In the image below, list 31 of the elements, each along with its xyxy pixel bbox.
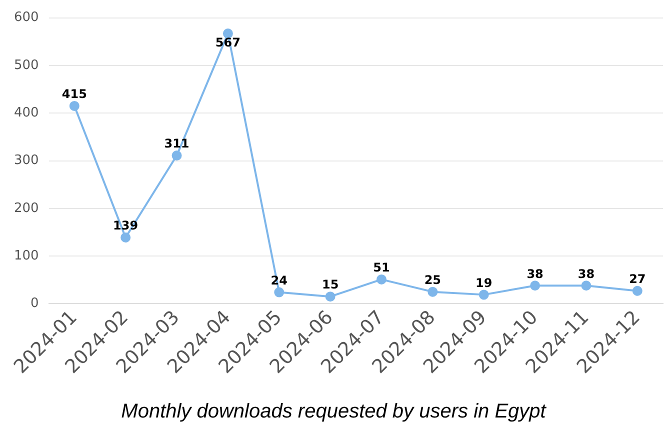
data-label: 51 xyxy=(373,260,390,275)
point xyxy=(376,274,386,284)
point xyxy=(69,100,80,111)
data-label: 24 xyxy=(270,273,288,288)
point xyxy=(325,292,336,302)
text: Monthly downloads requested by users in Egypt xyxy=(121,400,548,423)
data-label: 139 xyxy=(113,218,138,233)
data-label: 15 xyxy=(322,278,339,292)
y-tick-label: 0 xyxy=(30,296,39,312)
point xyxy=(530,280,540,291)
y-tick-label: 300 xyxy=(14,153,39,168)
y-tick-label: 600 xyxy=(14,10,39,26)
point xyxy=(581,280,592,291)
point xyxy=(120,232,131,242)
y-tick-label: 200 xyxy=(14,200,39,216)
data-label: 27 xyxy=(629,272,646,286)
data-label: 25 xyxy=(424,272,442,287)
point xyxy=(632,286,642,296)
point xyxy=(478,290,489,300)
data-label: 38 xyxy=(526,266,544,281)
data-label: 38 xyxy=(578,266,595,281)
point xyxy=(428,286,438,297)
point xyxy=(274,287,284,298)
y-tick-label: 400 xyxy=(14,105,39,120)
data-label: 19 xyxy=(476,276,492,290)
data-label: 567 xyxy=(215,36,240,50)
y-tick-label: 100 xyxy=(14,248,39,264)
data-label: 311 xyxy=(164,136,190,151)
data-label: 415 xyxy=(62,87,87,102)
point xyxy=(172,150,182,161)
y-tick-label: 500 xyxy=(14,58,39,73)
